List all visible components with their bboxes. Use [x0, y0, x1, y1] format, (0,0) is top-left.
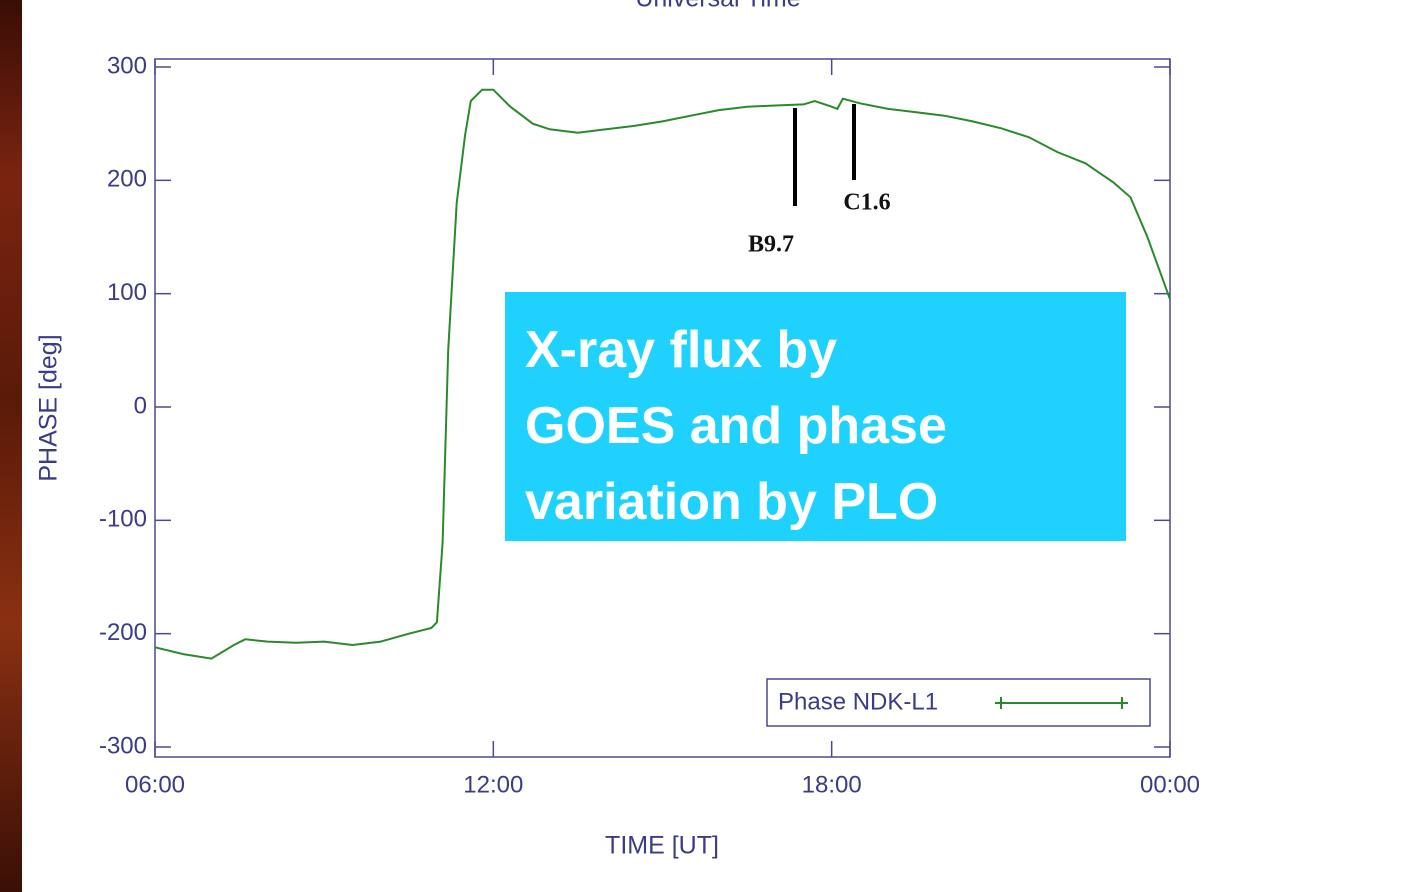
data-line	[154, 88, 1171, 660]
y-tick-label: 300	[107, 52, 147, 79]
top-label: Universal Time	[635, 0, 800, 13]
x-tick-label: 06:00	[125, 771, 185, 798]
y-tick-label: -200	[99, 619, 147, 646]
text-line: X-ray flux by	[525, 321, 838, 379]
x-tick-label: 12:00	[463, 771, 523, 798]
annotation: B9.7	[748, 232, 794, 258]
background-edge	[0, 0, 22, 892]
y-tick-label: 200	[107, 166, 147, 193]
text-line: variation by PLO	[525, 473, 939, 531]
y-tick-label: -300	[99, 732, 147, 759]
annotation: C1.6	[843, 190, 890, 216]
plot-frame	[154, 58, 1171, 758]
x-tick-label: 18:00	[802, 771, 862, 798]
x-axis-title: TIME [UT]	[605, 832, 719, 860]
x-tick-label: 00:00	[1140, 771, 1200, 798]
y-tick-label: -100	[99, 506, 147, 533]
text-box: X-ray flux by GOES and phase variation b…	[505, 292, 1126, 541]
legend-label: Phase NDK-L1	[778, 688, 938, 715]
y-tick-label: 100	[107, 279, 147, 306]
y-axis-title: PHASE [deg]	[35, 334, 63, 481]
legend-swatch	[995, 697, 1128, 709]
text-line: GOES and phase	[525, 397, 947, 455]
y-tick-label: 0	[134, 392, 147, 419]
